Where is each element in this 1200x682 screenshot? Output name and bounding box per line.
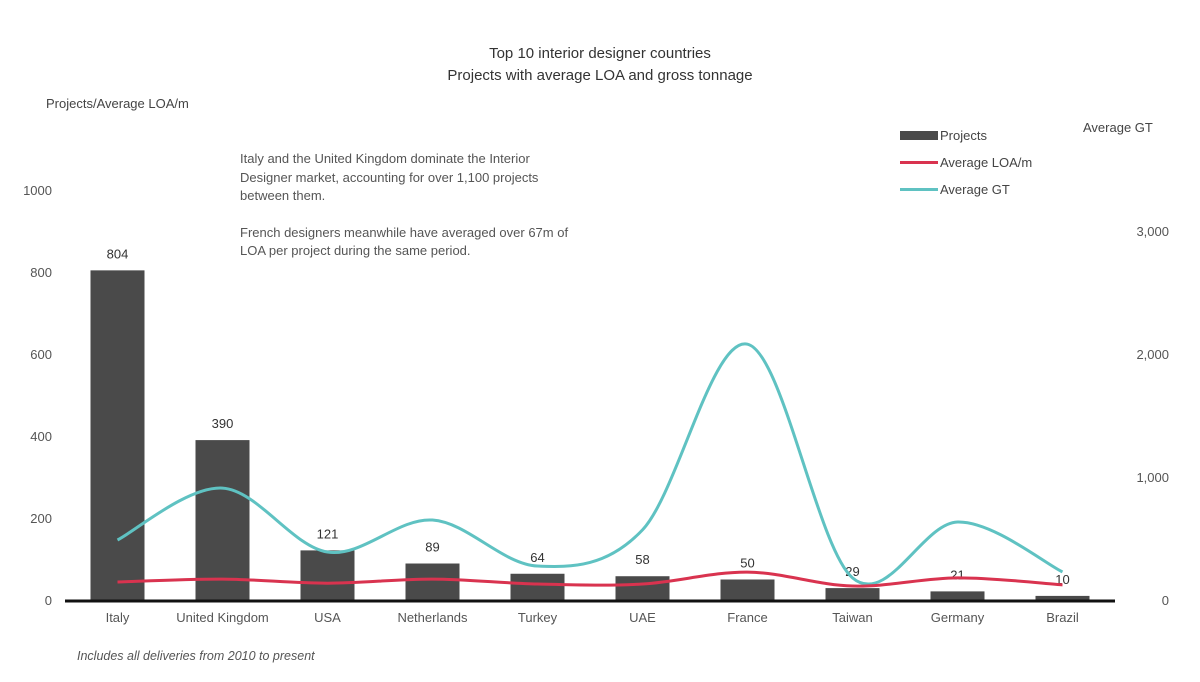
- category-label: France: [727, 610, 767, 625]
- category-label: Netherlands: [397, 610, 468, 625]
- legend-swatch-line: [900, 161, 938, 164]
- chart-subtitle: Projects with average LOA and gross tonn…: [447, 67, 753, 84]
- bar-italy: [90, 270, 145, 600]
- left-axis-tick: 0: [45, 593, 52, 608]
- bar-value-label: 64: [530, 550, 544, 565]
- bar-netherlands: [405, 563, 460, 600]
- gt-line: [116, 342, 1064, 586]
- category-label: Italy: [106, 610, 130, 625]
- bar-united-kingdom: [195, 440, 250, 600]
- chart-title: Top 10 interior designer countries: [489, 45, 711, 62]
- left-axis-tick: 800: [30, 265, 52, 280]
- bar-value-label: 804: [107, 246, 129, 261]
- annotation: Italy and the United Kingdom dominate th…: [240, 150, 570, 279]
- left-axis-tick: 600: [30, 347, 52, 362]
- bar-usa: [300, 550, 355, 600]
- category-label: United Kingdom: [176, 610, 269, 625]
- legend-item-gt: Average GT: [900, 176, 1032, 203]
- right-axis-label: Average GT: [1083, 120, 1153, 135]
- legend-swatch-bar: [900, 131, 938, 140]
- category-label: Brazil: [1046, 610, 1079, 625]
- legend-item-projects: Projects: [900, 122, 1032, 149]
- annotation-paragraph-2: French designers meanwhile have averaged…: [240, 224, 569, 259]
- bar-value-label: 390: [212, 416, 234, 431]
- bar-value-label: 121: [317, 526, 339, 541]
- legend-label: Average LOA/m: [940, 155, 1033, 170]
- legend-swatch-line: [900, 188, 938, 191]
- bar-france: [720, 579, 775, 600]
- bar-uae: [615, 576, 670, 600]
- category-label: Taiwan: [832, 610, 872, 625]
- bar-taiwan: [825, 588, 880, 600]
- bar-brazil: [1035, 595, 1090, 600]
- category-label: Germany: [931, 610, 985, 625]
- legend-label: Average GT: [940, 182, 1010, 197]
- left-axis-tick: 1000: [23, 183, 52, 198]
- right-axis-tick: 3,000: [1136, 224, 1169, 239]
- bar-turkey: [510, 573, 565, 600]
- annotation-paragraph-1: Italy and the United Kingdom dominate th…: [240, 151, 539, 203]
- category-label: USA: [314, 610, 341, 625]
- legend-item-loa: Average LOA/m: [900, 149, 1032, 176]
- left-axis-tick: 400: [30, 429, 52, 444]
- category-label: Turkey: [518, 610, 558, 625]
- legend-label: Projects: [940, 128, 987, 143]
- bar-germany: [930, 591, 985, 600]
- right-axis-tick: 0: [1162, 593, 1169, 608]
- right-axis-tick: 1,000: [1136, 470, 1169, 485]
- right-axis-tick: 2,000: [1136, 347, 1169, 362]
- legend: Projects Average LOA/m Average GT: [900, 122, 1032, 203]
- bar-value-label: 89: [425, 540, 439, 555]
- bar-value-label: 58: [635, 552, 649, 567]
- footnote: Includes all deliveries from 2010 to pre…: [77, 649, 315, 663]
- category-label: UAE: [629, 610, 656, 625]
- left-axis-tick: 200: [30, 511, 52, 526]
- loa-line: [117, 570, 1063, 588]
- bar-value-label: 50: [740, 556, 754, 571]
- bar-value-label: 21: [950, 567, 964, 582]
- left-axis-label: Projects/Average LOA/m: [46, 96, 189, 111]
